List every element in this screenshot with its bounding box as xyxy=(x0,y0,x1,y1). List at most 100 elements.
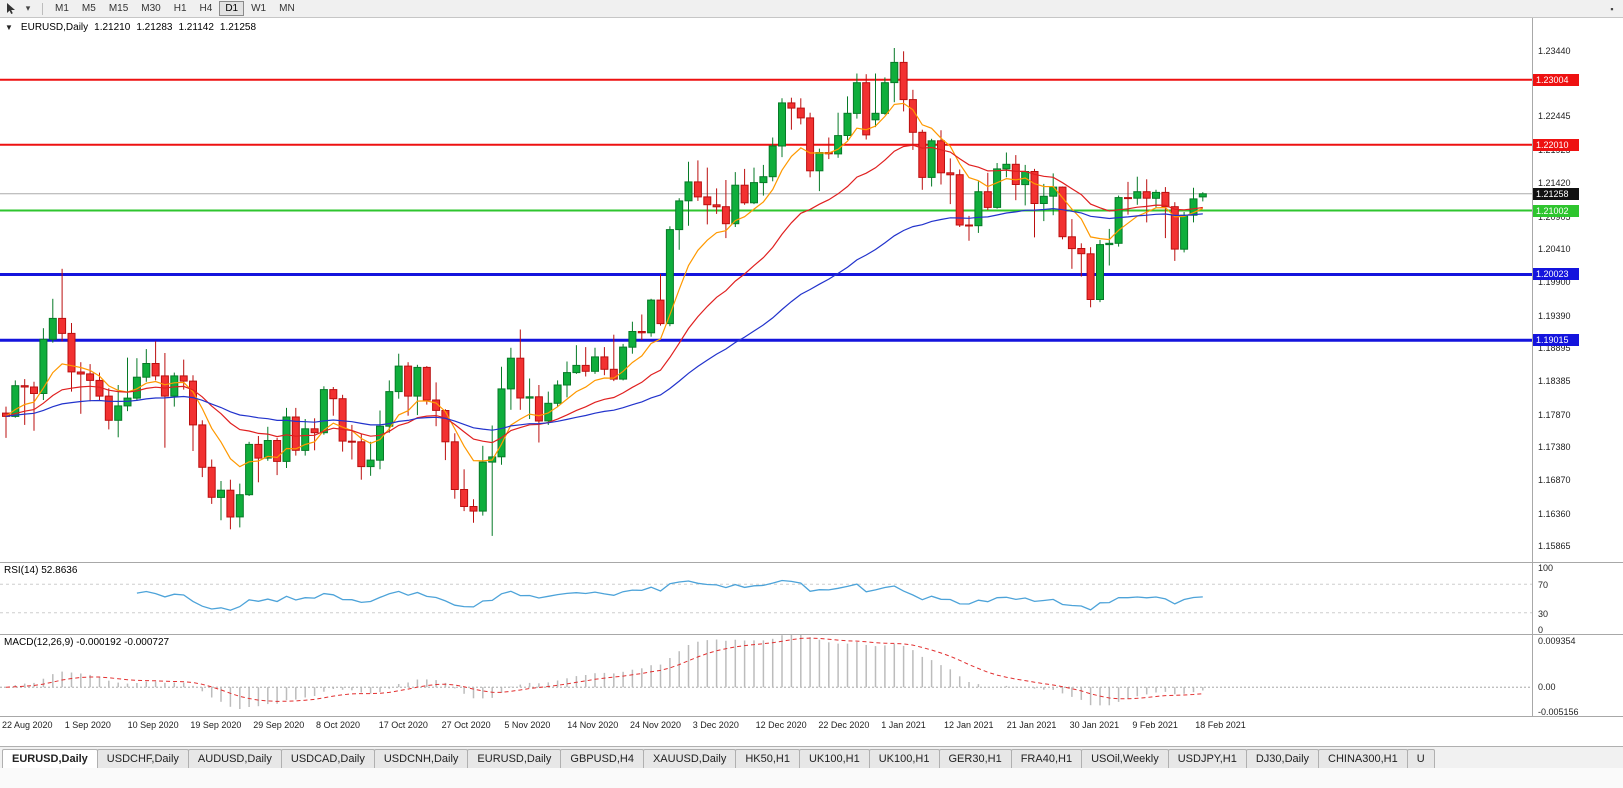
date-tick-label: 9 Feb 2021 xyxy=(1132,720,1178,730)
chart-tab-GER30-H1[interactable]: GER30,H1 xyxy=(938,749,1012,768)
date-tick-label: 22 Aug 2020 xyxy=(2,720,53,730)
date-tick-label: 22 Dec 2020 xyxy=(818,720,870,730)
toolbar-windows-button[interactable]: ▪ xyxy=(1610,3,1614,14)
date-tick-label: 21 Jan 2021 xyxy=(1006,720,1057,730)
price-tick-label: 1.16360 xyxy=(1538,508,1571,519)
hline-price-tag: 1.21002 xyxy=(1533,204,1579,217)
price-tick-label: 1.22445 xyxy=(1538,111,1571,122)
price-tick-label: 1.18385 xyxy=(1538,376,1571,387)
chart-open-value: 1.21210 xyxy=(94,22,131,33)
date-tick-label: 12 Dec 2020 xyxy=(755,720,807,730)
date-tick-label: 12 Jan 2021 xyxy=(944,720,994,730)
chart-tab-UK100-H1[interactable]: UK100,H1 xyxy=(798,749,870,768)
chart-tab-USOil-Weekly[interactable]: USOil,Weekly xyxy=(1081,749,1169,768)
rsi-plot[interactable] xyxy=(0,563,1532,634)
rsi-tick-label: 100 xyxy=(1538,563,1554,573)
top-toolbar: ▾ M1 M5 M15 M30 H1 H4 D1 W1 MN ▪ xyxy=(0,0,1623,18)
macd-plot[interactable] xyxy=(0,635,1532,716)
price-chart-plot[interactable] xyxy=(0,18,1532,562)
timeframe-button-group: M1 M5 M15 M30 H1 H4 D1 W1 MN xyxy=(49,1,301,16)
rsi-tick-label: 30 xyxy=(1538,608,1549,619)
chart-tab-XAUUSD-Daily[interactable]: XAUUSD,Daily xyxy=(642,749,737,768)
rsi-tick-label: 70 xyxy=(1538,580,1549,591)
date-tick-label: 27 Oct 2020 xyxy=(441,720,491,730)
timeframe-button-MN[interactable]: MN xyxy=(279,3,295,14)
chart-high-value: 1.21283 xyxy=(136,22,173,33)
chart-tab-CHINA300-H1[interactable]: CHINA300,H1 xyxy=(1318,749,1408,768)
price-tick-label: 1.17870 xyxy=(1538,410,1571,421)
chart-tab-EURUSD-Daily[interactable]: EURUSD,Daily xyxy=(467,749,562,768)
macd-axis[interactable]: 0.009354 0.00 -0.005156 xyxy=(1533,634,1623,717)
date-tick-label: 29 Sep 2020 xyxy=(253,720,305,730)
hline-price-tag: 1.19015 xyxy=(1533,334,1579,347)
price-tick-label: 1.17380 xyxy=(1538,442,1571,453)
date-tick-label: 1 Jan 2021 xyxy=(881,720,926,730)
price-tick-label: 1.21420 xyxy=(1538,178,1571,189)
time-axis[interactable]: 22 Aug 2020 1 Sep 2020 10 Sep 2020 19 Sep 2… xyxy=(0,716,1623,733)
price-tick-label: 1.18895 xyxy=(1538,343,1571,354)
chart-tab-USDCHF-Daily[interactable]: USDCHF,Daily xyxy=(96,749,189,768)
date-tick-label: 1 Sep 2020 xyxy=(64,720,111,730)
chart-tab-HK50-H1[interactable]: HK50,H1 xyxy=(735,749,800,768)
chart-tab-DJ30-Daily[interactable]: DJ30,Daily xyxy=(1245,749,1320,768)
cursor-tool-dropdown-icon[interactable]: ▾ xyxy=(25,3,31,13)
price-tick-label: 1.15865 xyxy=(1538,541,1571,551)
price-axis[interactable]: 1.234401.229501.224451.219251.214201.209… xyxy=(1533,18,1623,562)
timeframe-button-D1[interactable]: D1 xyxy=(219,1,245,16)
hline-price-tag: 1.20023 xyxy=(1533,268,1579,281)
timeframe-button-M1[interactable]: M1 xyxy=(55,3,69,14)
price-tick-label: 1.20905 xyxy=(1538,211,1571,222)
macd-tick-label: 0.00 xyxy=(1538,682,1556,693)
date-tick-label: 3 Dec 2020 xyxy=(692,720,739,730)
chart-tab-USDCNH-Daily[interactable]: USDCNH,Daily xyxy=(373,749,469,768)
chart-tab-GBPUSD-H4[interactable]: GBPUSD,H4 xyxy=(560,749,644,768)
hline-price-tag: 1.23004 xyxy=(1533,73,1579,86)
date-tick-label: 14 Nov 2020 xyxy=(567,720,619,730)
date-tick-label: 24 Nov 2020 xyxy=(630,720,682,730)
rsi-tick-label: 0 xyxy=(1538,625,1544,635)
date-tick-label: 10 Sep 2020 xyxy=(127,720,179,730)
one-click-trading-icon[interactable]: ▼ xyxy=(5,23,13,32)
cursor-tool-button[interactable] xyxy=(3,1,19,17)
date-tick-label: 18 Feb 2021 xyxy=(1195,720,1246,730)
toolbar-separator xyxy=(42,2,43,15)
cursor-arrow-icon xyxy=(7,2,15,14)
timeframe-button-H4[interactable]: H4 xyxy=(199,3,213,14)
price-tick-label: 1.19900 xyxy=(1538,277,1571,288)
macd-indicator-pane: MACD(12,26,9) -0.000192 -0.000727 xyxy=(0,634,1533,716)
chart-close-value: 1.21258 xyxy=(219,22,257,33)
macd-label: MACD(12,26,9) -0.000192 -0.000727 xyxy=(4,637,170,648)
macd-tick-label: -0.005156 xyxy=(1538,707,1579,717)
chart-tab-EURUSD-Daily[interactable]: EURUSD,Daily xyxy=(2,749,98,768)
timeframe-button-W1[interactable]: W1 xyxy=(251,3,267,14)
chart-low-value: 1.21142 xyxy=(178,22,214,33)
date-tick-label: 8 Oct 2020 xyxy=(316,720,361,730)
price-tick-label: 1.20410 xyxy=(1538,244,1571,255)
macd-tick-label: 0.009354 xyxy=(1538,636,1576,646)
chart-tab-UK100-H1[interactable]: UK100,H1 xyxy=(868,749,940,768)
timeframe-button-M5[interactable]: M5 xyxy=(81,3,96,14)
current-price-tag: 1.21258 xyxy=(1533,187,1579,200)
timeframe-button-M15[interactable]: M15 xyxy=(108,3,129,14)
chart-symbol-label: EURUSD,Daily xyxy=(20,22,89,33)
chart-tab-FRA40-H1[interactable]: FRA40,H1 xyxy=(1010,749,1083,768)
right-axis-column[interactable]: 1.234401.229501.224451.219251.214201.209… xyxy=(1532,18,1623,717)
rsi-axis[interactable]: 100 70 30 0 xyxy=(1533,562,1623,635)
timeframe-button-M30[interactable]: M30 xyxy=(141,3,161,14)
timeframe-button-H1[interactable]: H1 xyxy=(173,3,187,14)
rsi-label: RSI(14) 52.8636 xyxy=(4,565,78,576)
chart-tab-USDCAD-Daily[interactable]: USDCAD,Daily xyxy=(280,749,375,768)
price-tick-label: 1.23440 xyxy=(1538,46,1571,57)
date-tick-label: 17 Oct 2020 xyxy=(378,720,428,730)
date-tick-label: 30 Jan 2021 xyxy=(1069,720,1120,730)
price-tick-label: 1.16870 xyxy=(1538,475,1571,486)
chart-tab-bar: EURUSD,Daily USDCHF,Daily AUDUSD,Daily USDC… xyxy=(0,746,1623,768)
chart-tab-AUDUSD-Daily[interactable]: AUDUSD,Daily xyxy=(187,749,282,768)
date-tick-label: 5 Nov 2020 xyxy=(504,720,551,730)
chart-tab-U[interactable]: U xyxy=(1406,749,1435,768)
chart-tab-USDJPY-H1[interactable]: USDJPY,H1 xyxy=(1167,749,1247,768)
date-tick-label: 19 Sep 2020 xyxy=(190,720,242,730)
price-tick-label: 1.19390 xyxy=(1538,310,1571,321)
hline-price-tag: 1.22010 xyxy=(1533,138,1579,151)
